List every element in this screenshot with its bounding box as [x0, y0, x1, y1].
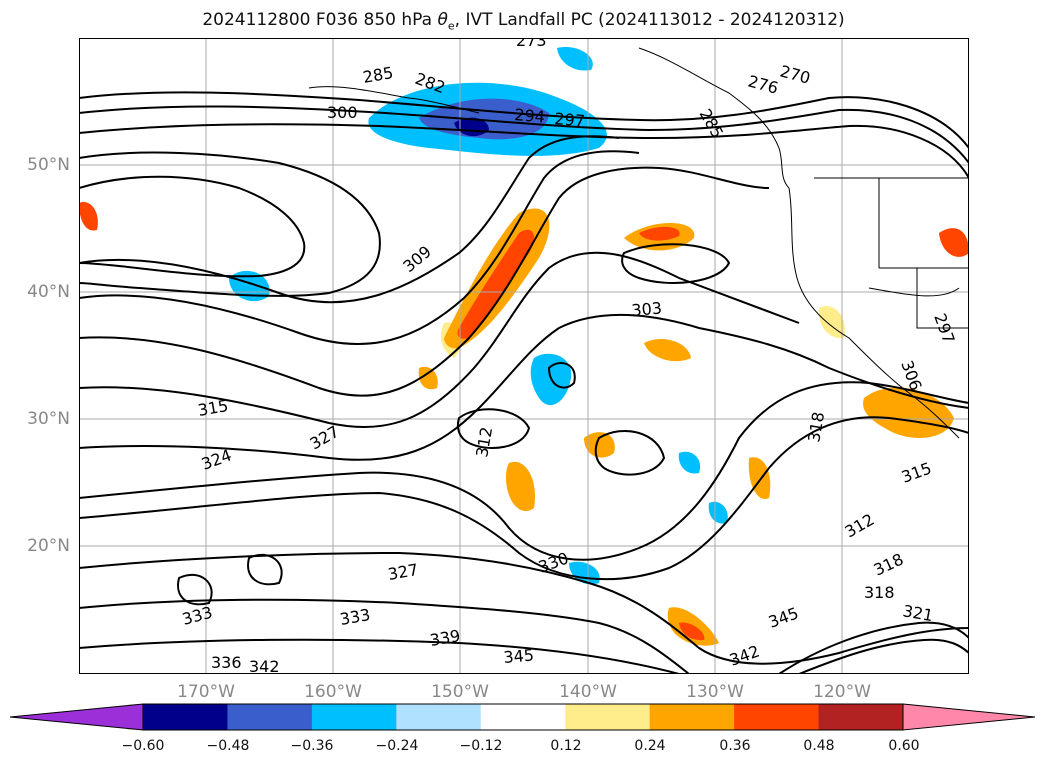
- contour-label: 300: [327, 103, 358, 122]
- lat-label-30n: 30°N: [27, 409, 70, 429]
- positive-shade-region: [644, 338, 691, 362]
- colorbar-tick-label: −0.24: [375, 738, 419, 754]
- colorbar-tick-label: −0.36: [290, 738, 334, 754]
- colorbar-tick-label: 0.36: [719, 738, 751, 754]
- colorbar-tick-label: −0.48: [206, 738, 250, 754]
- positive-shade-region: [939, 228, 969, 257]
- coastline: [308, 47, 969, 439]
- colorbar-segment: [396, 704, 482, 730]
- map-panel: 273 285 282 300 294 297 276 270 285 309 …: [79, 38, 969, 674]
- lon-label-150w: 150°W: [431, 682, 489, 702]
- colorbar-tick-label: −0.12: [459, 738, 503, 754]
- contour-label: 336: [211, 653, 242, 672]
- colorbar-tick-label: 0.48: [803, 738, 835, 754]
- colorbar-tick-label: 0.24: [634, 738, 666, 754]
- positive-shade-region: [505, 461, 535, 512]
- contour-label: 345: [503, 645, 535, 667]
- colorbar-extend-high: [903, 704, 1035, 730]
- contour-label: 342: [249, 657, 280, 674]
- contour-label: 297: [554, 109, 586, 131]
- lon-label-130w: 130°W: [686, 682, 744, 702]
- lon-label-160w: 160°W: [304, 682, 362, 702]
- colorbar-tick-label: −0.60: [121, 738, 165, 754]
- contour-label: 303: [631, 298, 663, 320]
- contour-label: 273: [516, 38, 547, 50]
- colorbar-tick-label: 0.12: [550, 738, 582, 754]
- colorbar-segment: [649, 704, 735, 730]
- lat-label-20n: 20°N: [27, 536, 70, 556]
- positive-shade-region: [584, 432, 615, 458]
- positive-shade-region: [639, 226, 680, 241]
- lon-label-140w: 140°W: [559, 682, 617, 702]
- positive-shade-region: [679, 622, 705, 641]
- positive-shade-region: [457, 229, 535, 339]
- colorbar: [10, 703, 1036, 731]
- positive-shade-region: [79, 202, 98, 231]
- lon-label-170w: 170°W: [177, 682, 235, 702]
- colorbar-segment: [227, 704, 313, 730]
- colorbar-segment: [311, 704, 397, 730]
- lat-label-50n: 50°N: [27, 155, 70, 175]
- positive-shade-region: [418, 366, 438, 390]
- negative-shade-region: [229, 270, 270, 302]
- colorbar-segment: [480, 704, 566, 730]
- negative-shade-region: [678, 451, 701, 474]
- map-title: 2024112800 F036 850 hPa θe, IVT Landfall…: [202, 10, 845, 33]
- negative-shade-region: [708, 501, 728, 524]
- lon-label-120w: 120°W: [813, 682, 871, 702]
- map-border: [79, 38, 969, 674]
- colorbar-segment: [734, 704, 820, 730]
- colorbar-extend-low: [10, 704, 143, 730]
- colorbar-segment: [143, 704, 228, 730]
- theta-e-contours: [79, 91, 969, 674]
- colorbar-tick-label: 0.60: [888, 738, 920, 754]
- lat-label-40n: 40°N: [27, 282, 70, 302]
- colorbar-segment: [565, 704, 651, 730]
- positive-shade-region: [818, 306, 845, 339]
- graticule: [79, 38, 969, 674]
- negative-shade-region: [557, 47, 593, 71]
- contour-label: 294: [514, 105, 546, 127]
- colorbar-segment: [818, 704, 904, 730]
- contour-labels: 273 285 282 300 294 297 276 270 285 309 …: [180, 38, 958, 674]
- contour-label: 318: [864, 583, 895, 602]
- colorbar-segments: [10, 704, 1035, 730]
